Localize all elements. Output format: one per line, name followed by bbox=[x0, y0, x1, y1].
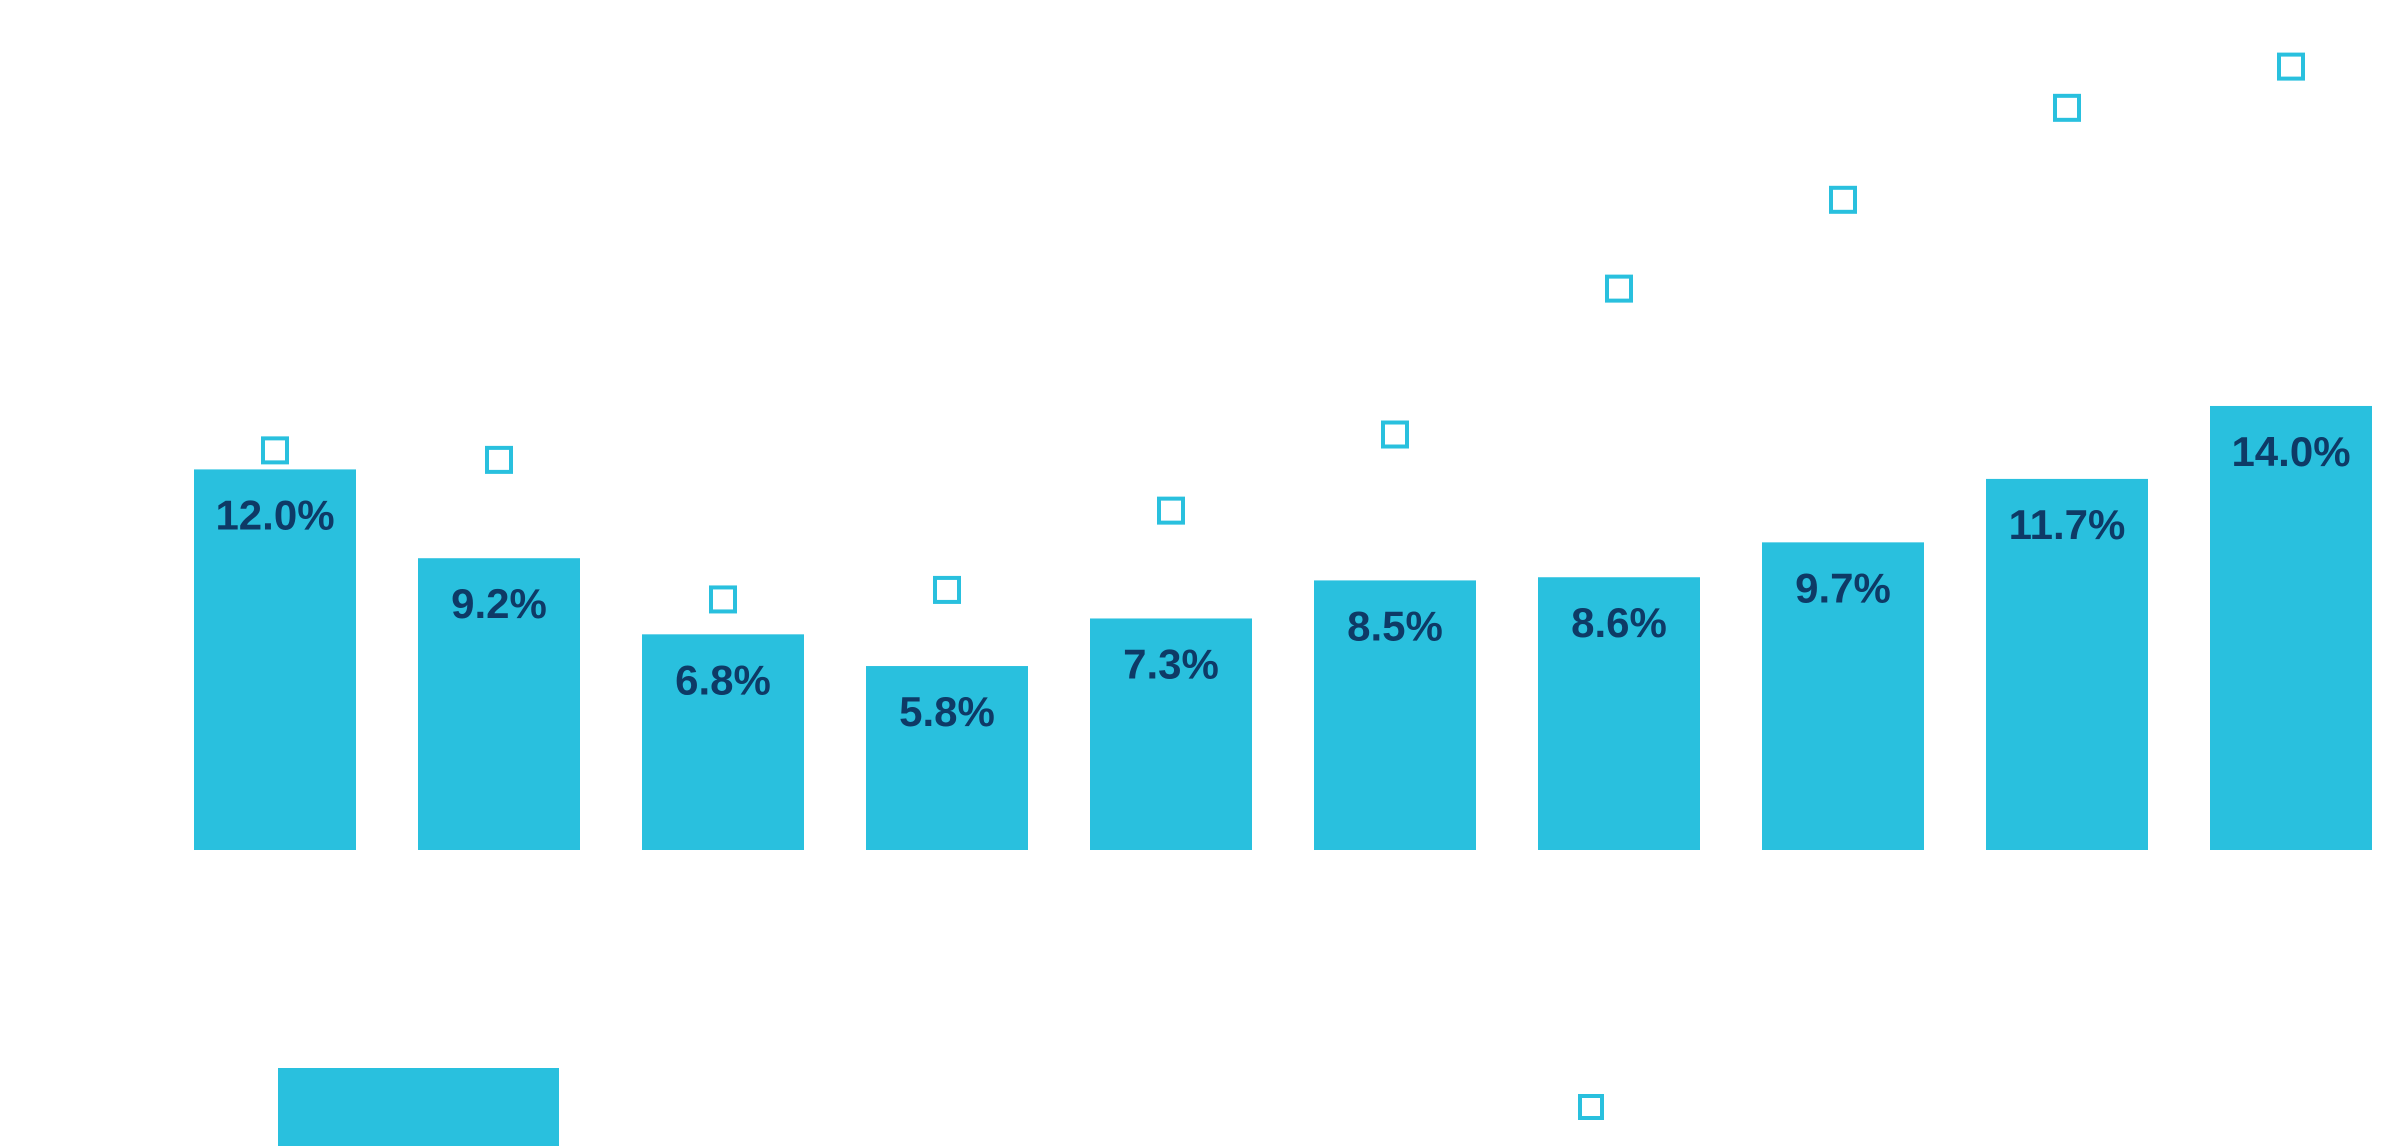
bar-data-label: 9.2% bbox=[451, 580, 547, 627]
bar bbox=[866, 666, 1028, 850]
legend-marker-swatch bbox=[1578, 1094, 1604, 1120]
bar-data-label: 7.3% bbox=[1123, 640, 1219, 687]
marker-series bbox=[261, 52, 2305, 614]
bar-data-label: 11.7% bbox=[2009, 501, 2126, 548]
marker-point bbox=[933, 575, 961, 604]
marker-point bbox=[261, 436, 289, 465]
bar-data-label: 14.0% bbox=[2231, 428, 2350, 475]
bar-data-label: 8.5% bbox=[1347, 602, 1443, 649]
marker-point bbox=[1381, 420, 1409, 449]
marker-point bbox=[1605, 274, 1633, 303]
marker-point bbox=[2053, 93, 2081, 122]
bar-data-label: 12.0% bbox=[215, 491, 334, 538]
bar bbox=[1314, 580, 1476, 850]
bar-data-label: 6.8% bbox=[675, 656, 771, 703]
marker-point bbox=[1829, 185, 1857, 214]
bar-data-labels: 12.0% 9.2% 6.8% 5.8% 7.3% 8.5% 8.6% 9.7% 11.7% 14… bbox=[215, 428, 2350, 735]
bar bbox=[2210, 405, 2372, 850]
bar bbox=[1538, 577, 1700, 850]
bar bbox=[194, 469, 356, 850]
bar-data-label: 8.6% bbox=[1571, 599, 1667, 646]
legend bbox=[278, 1068, 1604, 1146]
bar-series bbox=[194, 405, 2372, 850]
bar bbox=[1762, 542, 1924, 850]
bar-data-label: 5.8% bbox=[899, 688, 995, 735]
marker-point bbox=[1157, 496, 1185, 525]
bar bbox=[642, 634, 804, 850]
bar bbox=[418, 558, 580, 850]
bar bbox=[1090, 618, 1252, 850]
marker-point bbox=[485, 445, 513, 474]
marker-point bbox=[2277, 52, 2305, 81]
bar bbox=[1986, 478, 2148, 850]
legend-bar-swatch bbox=[278, 1068, 559, 1146]
marker-point bbox=[709, 585, 737, 614]
bar-data-label: 9.7% bbox=[1795, 564, 1891, 611]
